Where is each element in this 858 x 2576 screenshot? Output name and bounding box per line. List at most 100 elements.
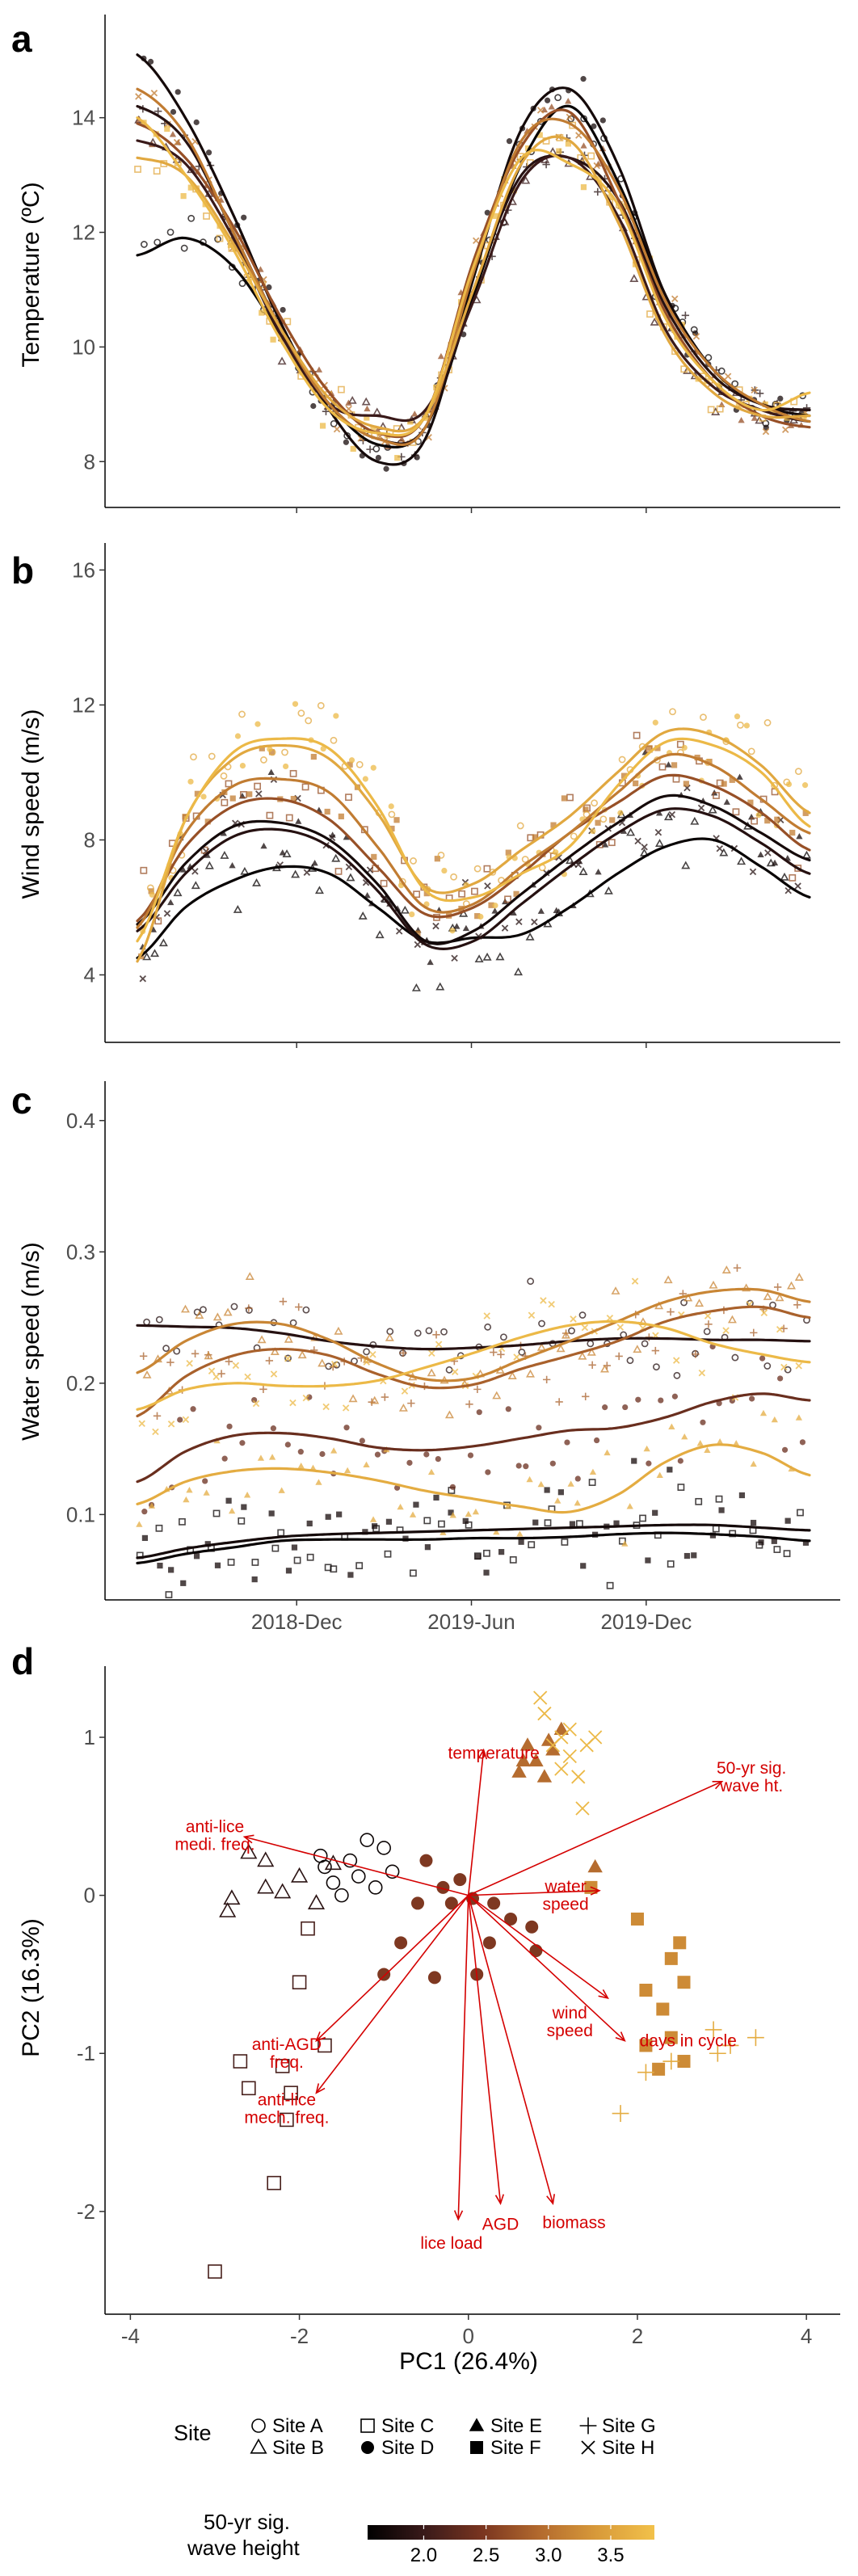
panel-b-point: [471, 887, 478, 895]
panel-d-y-tick-label: 0: [84, 1884, 95, 1908]
panel-c-point: [604, 1449, 611, 1456]
panel-a-point: [193, 119, 200, 125]
panel-b-point: [380, 879, 388, 887]
panel-c-point: [672, 1357, 680, 1364]
panel-b-point: [482, 952, 492, 961]
panel-b-point: [708, 805, 717, 814]
panel-b-point: [220, 830, 227, 836]
panel-a-point: [692, 333, 700, 340]
panel-a-y-tick-label: 8: [84, 449, 95, 474]
panel-a-point: [170, 108, 177, 116]
panel-c-point: [334, 1326, 343, 1335]
panel-b-point: [451, 954, 458, 962]
panel-a-y-tick-label: 14: [72, 106, 95, 130]
panel-b-point: [182, 814, 188, 820]
panel-a-point: [536, 107, 545, 114]
panel-d-x-axis-label: PC1 (26.4%): [399, 2348, 538, 2375]
panel-b-point: [626, 827, 636, 836]
panel-c-point: [497, 1350, 505, 1358]
panel-b-point: [488, 902, 494, 908]
panel-c-trend-line-5: [136, 1305, 811, 1418]
legend-symbol-site-b: [250, 2438, 267, 2454]
panel-c-point: [750, 1519, 757, 1526]
panel-a-point: [606, 194, 612, 200]
panel-b-point: [531, 918, 538, 926]
panel-c-point: [284, 1354, 292, 1362]
panel-c-point: [750, 1460, 757, 1467]
panel-c-point: [709, 1280, 718, 1289]
panel-c-point: [409, 1569, 417, 1577]
colorbar-tick-label: 2.0: [410, 2544, 437, 2566]
panel-b-point: [282, 849, 292, 857]
panel-c-point: [148, 1502, 156, 1509]
pca-point-site-h: [554, 1762, 569, 1776]
pca-point-site-d: [525, 1920, 539, 1934]
panel-b-point: [590, 827, 596, 835]
panel-c-point: [704, 1446, 711, 1453]
panel-c-point: [528, 1311, 536, 1319]
loading-arrow-head-3: [242, 1834, 254, 1844]
loading-arrow-head-5: [598, 1989, 609, 1999]
panel-c-point: [615, 1352, 623, 1361]
panel-c-point: [202, 1478, 208, 1484]
panel-a-point: [345, 399, 352, 406]
panel-c-point: [245, 1304, 253, 1312]
panel-c-point: [142, 1370, 152, 1378]
panel-c-point: [393, 1484, 401, 1491]
panel-letter-d: d: [11, 1640, 34, 1682]
panel-b-point: [618, 756, 626, 764]
panel-a-point: [594, 187, 602, 196]
panel-b-point: [240, 866, 250, 875]
loading-label-3: anti-lice medi. freq.: [175, 1817, 254, 1854]
panel-b-point: [268, 749, 275, 756]
pca-point-site-c: [267, 2175, 281, 2191]
panel-c-point: [574, 1475, 581, 1482]
panel-c-point: [157, 1562, 163, 1569]
panel-a-point: [646, 310, 654, 318]
pca-point-site-g: [709, 2044, 726, 2062]
colorbar: [368, 2525, 654, 2540]
pca-point-site-h: [545, 1738, 561, 1753]
panel-c-point: [537, 1480, 545, 1488]
panel-a-point: [407, 419, 414, 425]
panel-c-point: [190, 1406, 196, 1412]
panel-c-point: [270, 1370, 278, 1378]
panel-c-point: [342, 1404, 350, 1412]
pca-point-site-d: [529, 1944, 543, 1958]
panel-a-point: [203, 213, 210, 220]
pca-point-site-d: [394, 1936, 408, 1950]
panel-c-trend-line-1: [136, 1531, 811, 1565]
panel-a-y-tick-label: 10: [72, 335, 95, 359]
loading-label-11: biomass: [542, 2214, 605, 2233]
panel-c-point: [680, 1299, 688, 1307]
panel-b-point: [668, 810, 676, 819]
panel-c-point: [695, 1497, 703, 1505]
panel-c-point: [606, 1314, 614, 1322]
panel-b-point: [432, 922, 440, 930]
pca-point-site-e: [511, 1764, 527, 1778]
panel-b-point: [334, 867, 343, 875]
panel-b-point: [240, 791, 247, 798]
panel-c-trend-line-7: [136, 1443, 811, 1514]
panel-a-point: [738, 417, 745, 423]
panel-c-point: [656, 1471, 663, 1478]
panel-b-point: [413, 890, 421, 899]
panel-c-point: [658, 1397, 664, 1404]
pca-point-site-a: [351, 1869, 366, 1884]
panel-c-point: [465, 1521, 473, 1529]
loading-label-7: anti-AGD freq.: [252, 2035, 322, 2072]
panel-c-point: [483, 1312, 490, 1320]
panel-c-point: [398, 1403, 408, 1412]
panel-b-point: [283, 763, 289, 770]
panel-b-y-tick-label: 8: [84, 827, 95, 852]
panel-b-point: [763, 719, 772, 726]
panel-c-point: [589, 1468, 597, 1475]
panel-b-point: [633, 731, 641, 739]
panel-c-point: [200, 1306, 207, 1314]
panel-b-point: [150, 949, 160, 958]
panel-c-point: [289, 1399, 297, 1407]
panel-b-point: [314, 886, 324, 894]
panel-c-point: [385, 1518, 393, 1525]
panel-c-point: [228, 1507, 236, 1514]
